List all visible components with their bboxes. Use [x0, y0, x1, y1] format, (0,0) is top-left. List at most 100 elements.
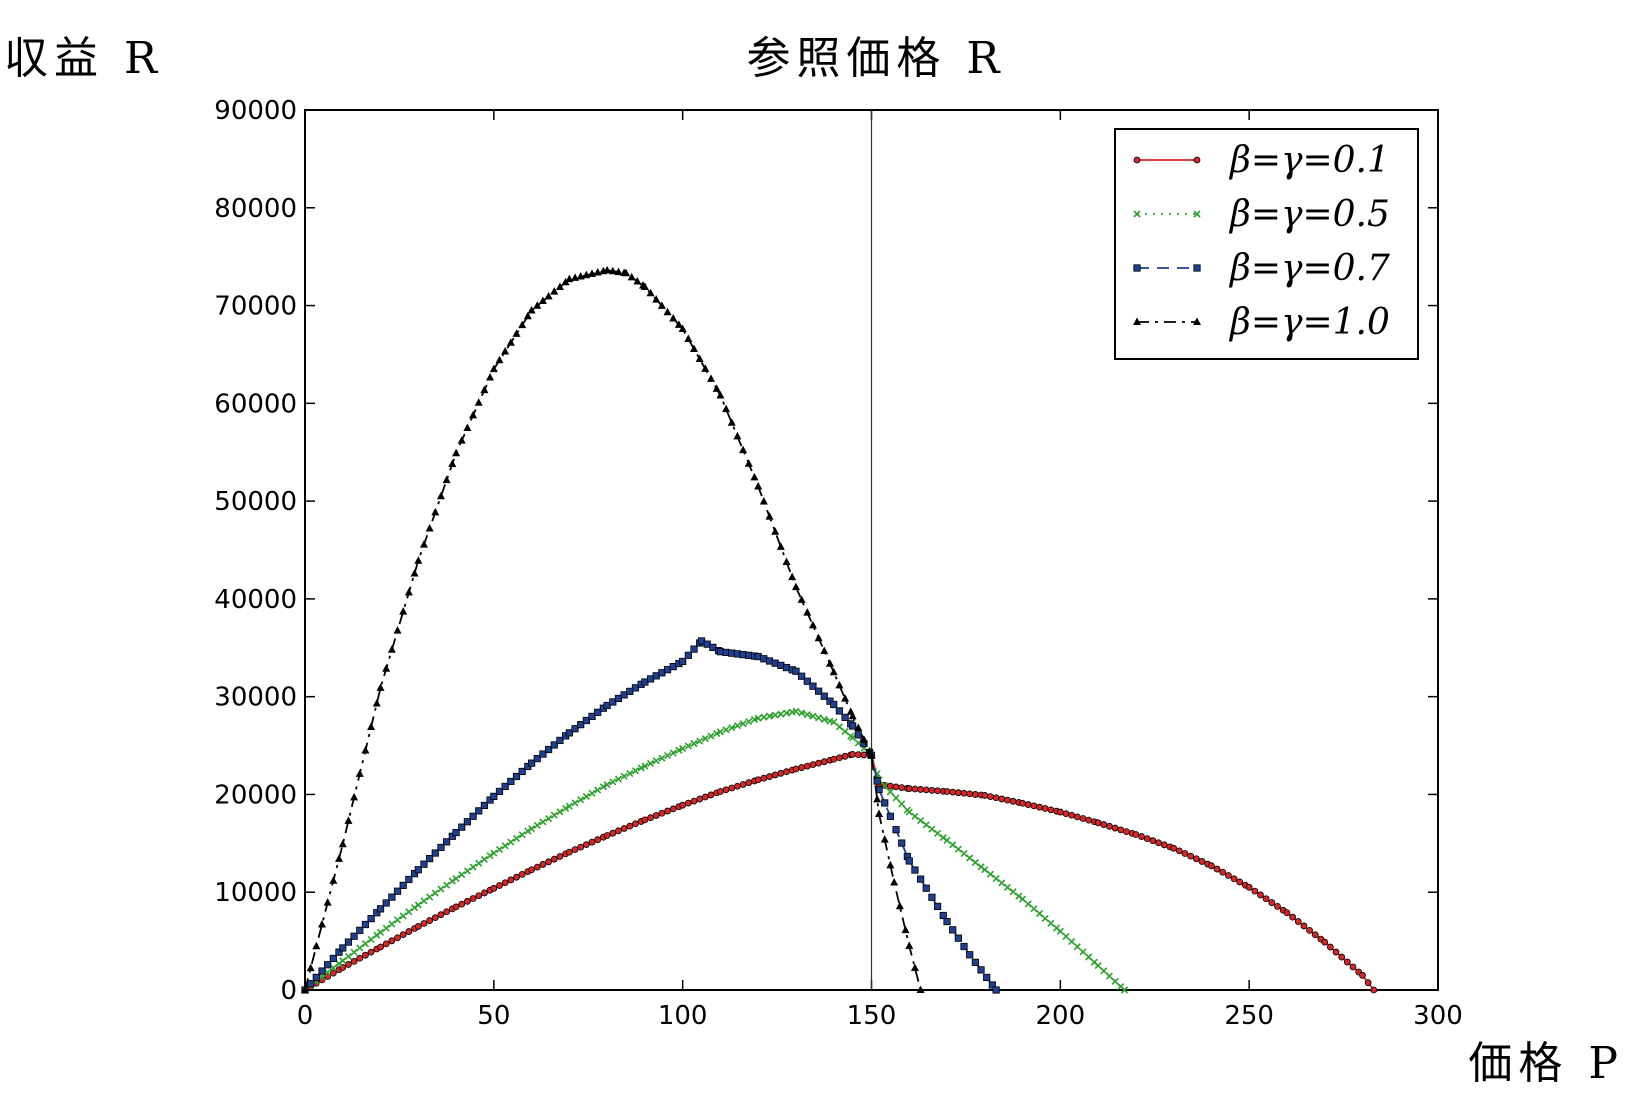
series-point [373, 909, 381, 917]
series-point [892, 826, 900, 834]
series-point [886, 812, 894, 820]
series-point [983, 973, 991, 982]
series-point [399, 881, 407, 889]
series-point [393, 887, 402, 895]
series-point [928, 893, 936, 901]
series-point [1224, 872, 1232, 879]
series-point [841, 694, 850, 702]
series-point [663, 307, 672, 316]
series-point [344, 938, 353, 946]
y-tick-label: 50000 [214, 487, 297, 517]
series-point [820, 758, 828, 766]
series-point [657, 301, 666, 309]
series-point [633, 277, 642, 285]
series-point [1009, 797, 1017, 805]
series-point [1230, 875, 1238, 883]
series-point [815, 714, 823, 722]
series-point [754, 481, 763, 490]
series-point [641, 762, 649, 770]
series-point [934, 787, 941, 795]
series-point [765, 712, 774, 720]
series-point [556, 853, 564, 860]
series-point [518, 320, 527, 329]
series-point [518, 870, 526, 878]
legend: β=γ=0.1 β=γ=0.5 β=γ=0.7 β=γ=1.0 [1114, 128, 1419, 360]
y-axis-title: 収益 R [4, 33, 163, 84]
series-point [1274, 903, 1281, 910]
series-point [376, 928, 385, 936]
series-point [603, 832, 611, 839]
series-point [550, 287, 559, 295]
series-point [388, 893, 396, 901]
series-point [1359, 971, 1366, 979]
series-point [835, 754, 843, 762]
series-point [1343, 958, 1351, 966]
series-point [792, 765, 800, 773]
y-tick-label: 10000 [214, 878, 297, 908]
series-point [1100, 821, 1108, 828]
series-point [849, 750, 857, 758]
legend-label: β=γ=0.5 [1228, 194, 1390, 235]
series-point [318, 967, 326, 975]
series-point [399, 607, 408, 615]
series-point [835, 723, 843, 731]
x-tick-label: 50 [477, 1001, 510, 1031]
series-point [658, 809, 666, 817]
series-point [475, 807, 483, 815]
series-point [658, 754, 666, 762]
series-point [1219, 868, 1227, 876]
series-point [898, 800, 906, 808]
series-point [594, 708, 602, 716]
series-point [992, 874, 1000, 883]
series-point [669, 805, 677, 813]
series-point [1024, 801, 1032, 808]
series-point [367, 935, 375, 943]
series-point [1123, 828, 1130, 835]
series-point [405, 928, 413, 935]
series-point [599, 783, 607, 791]
series-point [448, 832, 456, 840]
series-point [1117, 826, 1125, 834]
series-point [949, 788, 957, 796]
series-point [678, 324, 687, 333]
series-point [679, 657, 687, 666]
series-point [410, 568, 419, 577]
x-tick-label: 250 [1224, 1001, 1274, 1031]
series-point [1019, 799, 1026, 807]
series-point [798, 709, 806, 717]
series-point [809, 712, 817, 720]
series-point [632, 820, 639, 828]
series-point [1111, 977, 1119, 985]
series-point [1009, 888, 1017, 896]
series-point [1155, 839, 1162, 847]
series-point [414, 556, 423, 564]
series-point [562, 804, 570, 812]
series-point [646, 288, 655, 297]
series-point [809, 682, 817, 690]
series-point [588, 712, 596, 721]
series-point [356, 926, 364, 934]
series-point [1268, 899, 1276, 906]
series-point [1047, 919, 1055, 927]
x-tick-label: 100 [658, 1001, 708, 1031]
series-point [928, 825, 936, 833]
series-point [372, 699, 381, 707]
series-point [443, 908, 451, 916]
series-point [339, 957, 347, 965]
series-point [803, 608, 812, 616]
series-point [966, 854, 974, 862]
series-point [981, 792, 989, 799]
series-point [792, 707, 800, 715]
series-point [588, 789, 596, 797]
series-point [507, 838, 515, 846]
series-point [1311, 931, 1319, 939]
legend-entry: β=γ=0.1 [1133, 140, 1390, 181]
series-point [1149, 837, 1157, 845]
y-tick-label: 70000 [214, 292, 297, 322]
series-point [646, 759, 655, 768]
series-point [539, 861, 547, 868]
legend-swatch-marker [1193, 317, 1201, 325]
series-point [880, 835, 889, 843]
series-point [971, 958, 979, 966]
